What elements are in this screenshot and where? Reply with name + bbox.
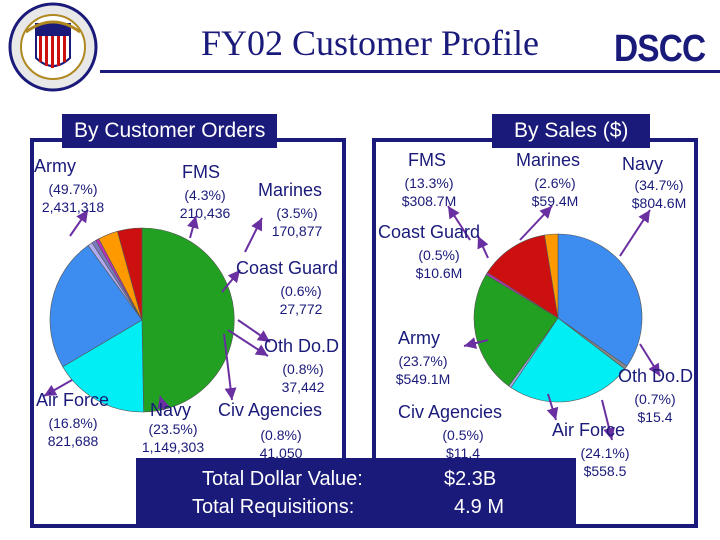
orders-slice-air-force	[62, 319, 144, 413]
sales-pct-army: (23.7%)	[398, 353, 448, 369]
orders-value-fms: 210,436	[179, 205, 231, 221]
leader-arrow	[187, 215, 199, 239]
sales-pct-marines: (2.6%)	[534, 175, 576, 191]
sales-label-oth-dod: Oth Do.D	[618, 366, 694, 386]
orders-value-marines: 170,877	[271, 223, 323, 239]
orders-slice-army	[141, 227, 235, 413]
sales-pct-oth-dod: (0.7%)	[634, 391, 676, 407]
orders-pct-army: (49.7%)	[48, 181, 98, 197]
leader-arrow	[244, 217, 263, 253]
orders-value-coast-guard: 27,772	[279, 301, 323, 317]
orders-value-oth-dod: 37,442	[281, 379, 325, 395]
sales-label-navy: Navy	[622, 154, 664, 174]
orders-label-fms: FMS	[182, 162, 220, 182]
leader-arrow	[43, 379, 73, 397]
orders-pct-coast-guard: (0.6%)	[280, 283, 322, 299]
sales-slice-army	[473, 274, 559, 387]
sales-chart-title: By Sales ($)	[492, 114, 651, 148]
sales-slice-navy	[557, 233, 643, 367]
leader-arrow	[619, 209, 651, 257]
leader-arrow	[227, 329, 269, 357]
sales-value-civ-agencies: $11.4	[446, 445, 480, 461]
orders-label-army: Army	[34, 156, 76, 176]
sales-value-fms: $308.7M	[401, 193, 457, 209]
orders-pct-oth-dod: (0.8%)	[282, 361, 324, 377]
sales-value-air-force: $558.5	[583, 463, 627, 479]
sales-value-marines: $59.4M	[531, 193, 579, 209]
orders-label-air-force: Air Force	[36, 390, 110, 410]
orders-label-civ-agencies: Civ Agencies	[218, 400, 323, 420]
orders-label-coast-guard: Coast Guard	[236, 258, 339, 278]
sales-pct-civ-agencies: (0.5%)	[442, 427, 484, 443]
leader-arrow	[639, 343, 661, 377]
leader-arrow	[546, 393, 559, 421]
sales-label-fms: FMS	[408, 150, 446, 170]
total-requisitions-label: Total Requisitions:	[192, 496, 355, 518]
leader-arrow	[221, 269, 241, 293]
totals-box: Total Dollar Value: $2.3B Total Requisit…	[136, 458, 576, 528]
sales-value-navy: $804.6M	[631, 195, 687, 211]
leader-arrow	[519, 205, 553, 241]
sales-pct-navy: (34.7%)	[634, 177, 684, 193]
orders-label-navy: Navy	[150, 400, 192, 420]
orders-pct-fms: (4.3%)	[184, 187, 226, 203]
orders-value-civ-agencies: 41,050	[259, 445, 303, 461]
sales-label-air-force: Air Force	[552, 420, 626, 440]
orders-value-army: 2,431,318	[41, 199, 105, 215]
sales-value-army: $549.1M	[395, 371, 451, 387]
leader-arrow	[69, 209, 89, 237]
total-dollar-value: $2.3B	[444, 468, 497, 490]
total-requisitions-value: 4.9 M	[454, 496, 505, 518]
title-divider	[100, 70, 720, 73]
orders-pct-air-force: (16.8%)	[48, 415, 98, 431]
orders-label-oth-dod: Oth Do.D	[264, 336, 340, 356]
orders-pct-marines: (3.5%)	[276, 205, 318, 221]
sales-slice-marines	[544, 233, 559, 319]
page-title: FY02 Customer Profile	[201, 23, 539, 63]
leader-arrow	[463, 337, 489, 349]
leader-arrow	[477, 235, 489, 259]
orders-chart-title: By Customer Orders	[62, 114, 278, 148]
orders-value-navy: 1,149,303	[141, 439, 205, 455]
leader-arrow	[157, 395, 170, 411]
leader-arrow	[447, 205, 471, 241]
sales-pct-coast-guard: (0.5%)	[418, 247, 460, 263]
sales-slice-fms	[486, 234, 559, 319]
leader-arrow	[223, 333, 237, 401]
sales-label-marines: Marines	[516, 150, 581, 170]
orders-pct-navy: (23.5%)	[148, 421, 198, 437]
sales-label-civ-agencies: Civ Agencies	[398, 402, 503, 422]
sales-value-coast-guard: $10.6M	[415, 265, 463, 281]
orders-pct-civ-agencies: (0.8%)	[260, 427, 302, 443]
sales-label-coast-guard: Coast Guard	[378, 222, 481, 242]
total-dollar-label: Total Dollar Value:	[202, 468, 363, 490]
orders-label-marines: Marines	[258, 180, 323, 200]
agency-seal-icon	[8, 2, 98, 92]
sales-value-oth-dod: $15.4	[637, 409, 673, 425]
sales-slice-air-force	[510, 317, 626, 403]
sales-pct-air-force: (24.1%)	[580, 445, 630, 461]
dscc-logo: DSCC	[614, 28, 706, 70]
leader-arrow	[237, 319, 271, 343]
leader-arrow	[601, 399, 615, 441]
orders-value-air-force: 821,688	[47, 433, 99, 449]
sales-pct-fms: (13.3%)	[404, 175, 454, 191]
orders-slice-navy	[49, 245, 143, 368]
orders-slice-fms	[117, 227, 143, 321]
sales-label-army: Army	[398, 328, 440, 348]
